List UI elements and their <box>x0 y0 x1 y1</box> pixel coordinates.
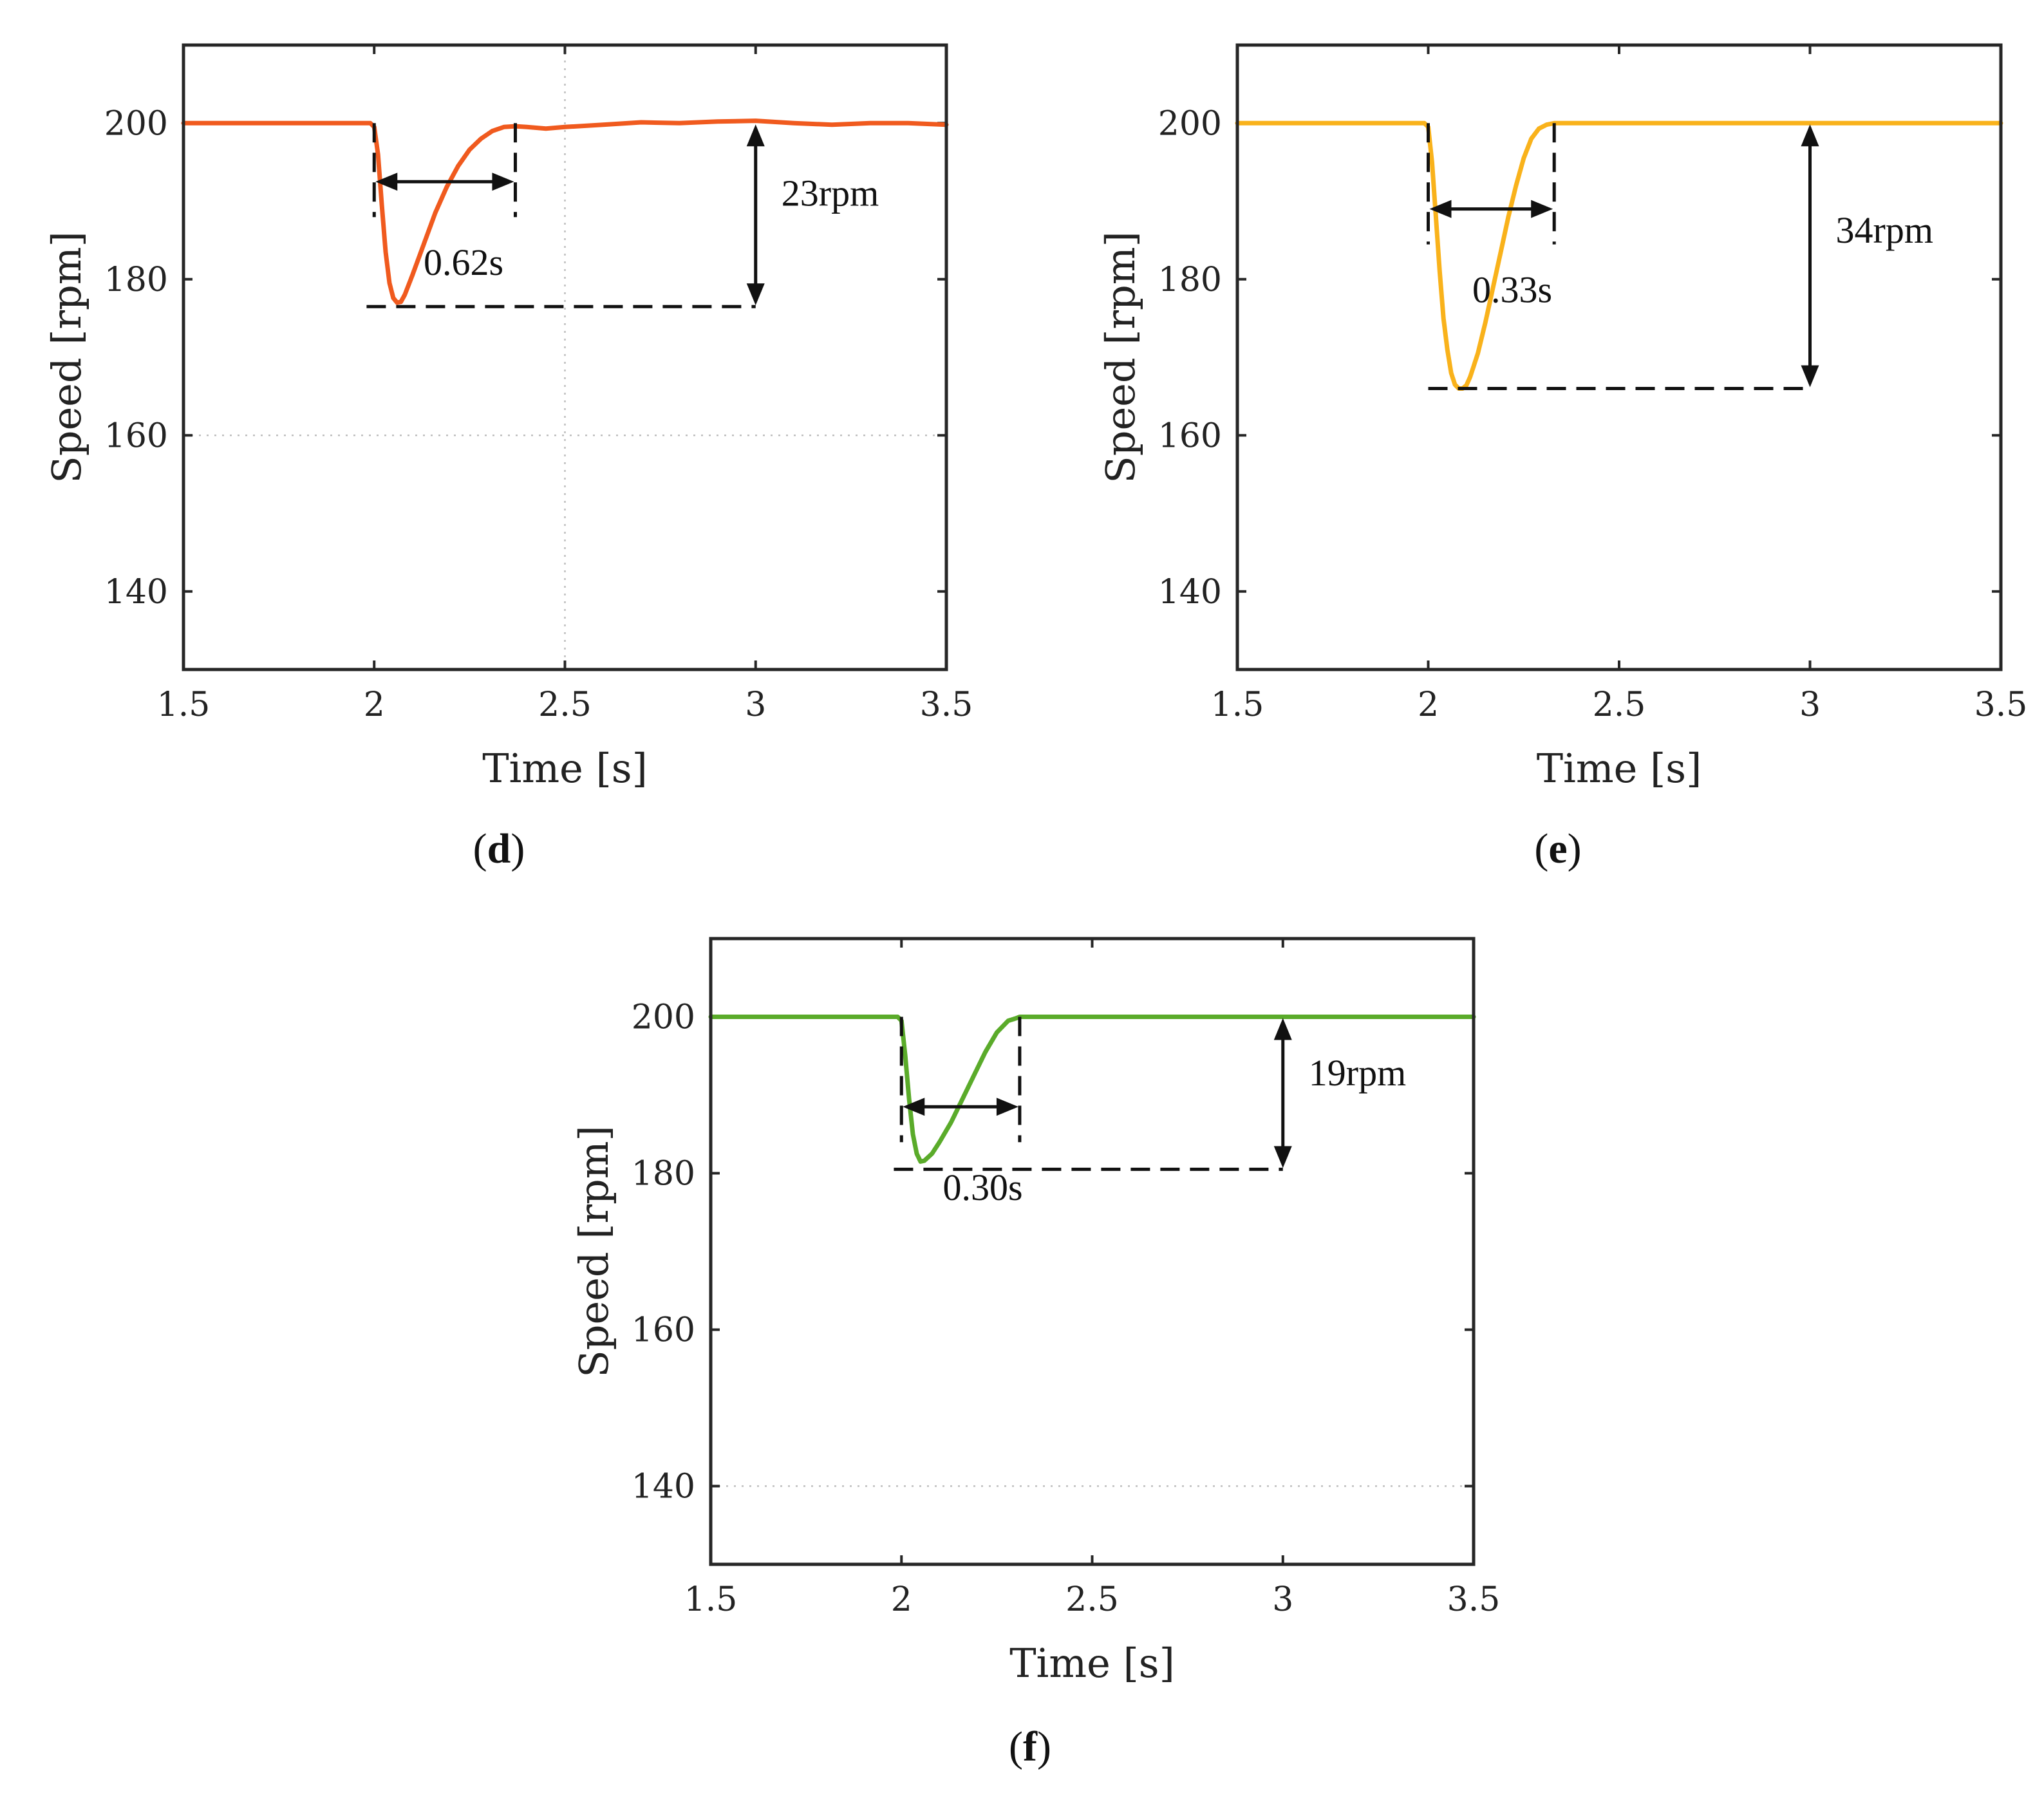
x-tick-label: 2 <box>891 1580 912 1619</box>
duration-arrow-head-right <box>1531 200 1553 218</box>
duration-arrow-head-left <box>903 1098 925 1116</box>
x-tick-label: 3 <box>1272 1580 1293 1619</box>
y-tick-label: 180 <box>1158 261 1222 299</box>
y-tick-label: 140 <box>1158 573 1222 612</box>
chart-panel-d: 1.5 2 2.5 3 3.5 140 160 180 200 0.62s 23rpm Time [s… <box>43 43 973 872</box>
y-axis-title: Speed [rpm] <box>43 231 90 483</box>
plot-frame <box>709 937 1476 1566</box>
x-tick-label: 3.5 <box>1447 1580 1501 1619</box>
series-line-speed <box>181 118 949 305</box>
plot-frame <box>182 43 948 671</box>
speed-drop-arrow-head-down <box>1273 1146 1292 1168</box>
y-tick-label: 140 <box>104 573 168 612</box>
speed-drop-label: 34rpm <box>1836 209 1933 251</box>
y-tick-label: 160 <box>632 1311 695 1350</box>
y-tick-label: 160 <box>1158 417 1222 455</box>
duration-arrow-head-right <box>996 1098 1018 1116</box>
x-tick-label: 2.5 <box>1065 1580 1119 1619</box>
speed-drop-label: 23rpm <box>782 172 879 214</box>
x-tick-label: 3 <box>1799 686 1821 724</box>
y-tick-label: 200 <box>632 998 695 1037</box>
y-tick-label: 200 <box>104 104 168 143</box>
y-tick-label: 180 <box>104 261 168 299</box>
x-axis-title: Time [s] <box>1009 1640 1175 1687</box>
x-tick-label: 2.5 <box>538 686 592 724</box>
x-tick-label: 1.5 <box>1211 686 1264 724</box>
x-axis-title: Time [s] <box>482 745 648 792</box>
chart-panel-f: 1.5 2 2.5 3 3.5 140 160 180 200 0.30s 19rpm Time [s… <box>570 937 1501 1770</box>
panel-caption: (f) <box>1009 1723 1051 1770</box>
y-axis-title: Speed [rpm] <box>1097 231 1144 483</box>
speed-drop-arrow-head-down <box>1801 365 1819 388</box>
x-tick-label: 3.5 <box>1974 686 2028 724</box>
x-tick-label: 1.5 <box>157 686 211 724</box>
plot-frame <box>1235 43 2003 671</box>
x-tick-label: 2 <box>1418 686 1439 724</box>
speed-drop-label: 19rpm <box>1309 1052 1406 1094</box>
duration-label: 0.30s <box>943 1166 1023 1208</box>
panel-caption: (e) <box>1534 825 1581 872</box>
panel-caption: (d) <box>473 825 525 872</box>
series-line-speed <box>1235 120 2003 391</box>
speed-drop-arrow-head-up <box>746 124 765 147</box>
x-tick-label: 2 <box>364 686 385 724</box>
duration-arrow-head-right <box>492 173 514 191</box>
speed-drop-arrow-head-up <box>1273 1018 1292 1040</box>
x-tick-label: 1.5 <box>684 1580 738 1619</box>
chart-panel-e: 1.5 2 2.5 3 3.5 140 160 180 200 0.33s 34rpm Time [s… <box>1097 43 2028 872</box>
speed-drop-arrow-head-down <box>746 283 765 306</box>
y-axis-title: Speed [rpm] <box>570 1125 617 1377</box>
x-axis-title: Time [s] <box>1537 745 1702 792</box>
y-tick-label: 180 <box>632 1155 695 1194</box>
speed-drop-arrow-head-up <box>1801 124 1819 147</box>
x-tick-label: 3.5 <box>920 686 973 724</box>
y-tick-label: 200 <box>1158 104 1222 143</box>
duration-arrow-head-left <box>1429 200 1452 218</box>
duration-label: 0.33s <box>1472 269 1552 311</box>
x-tick-label: 2.5 <box>1593 686 1646 724</box>
duration-label: 0.62s <box>424 241 503 283</box>
x-tick-label: 3 <box>745 686 766 724</box>
duration-arrow-head-left <box>375 173 398 191</box>
y-tick-label: 160 <box>104 417 168 455</box>
y-tick-label: 140 <box>632 1468 695 1506</box>
